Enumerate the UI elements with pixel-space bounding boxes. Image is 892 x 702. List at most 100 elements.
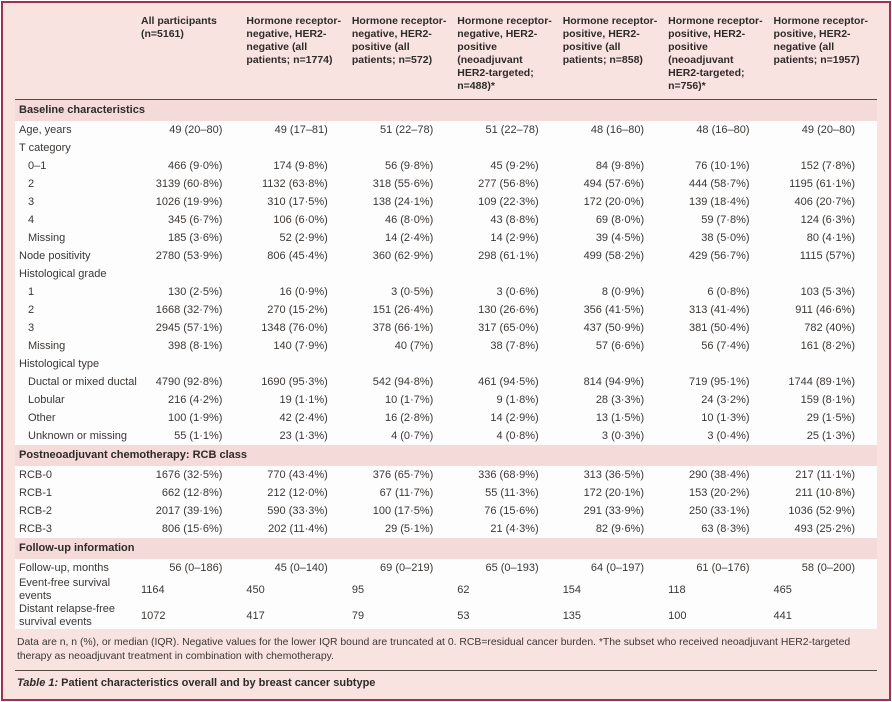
table-row: Missing 185 (3·6%) 52 (2·9%) 14 (2·4%) 14 (2… (15, 229, 877, 247)
table-cell (666, 265, 772, 283)
table-cell (244, 265, 350, 283)
row-label: Lobular (15, 391, 139, 409)
section-header-label: Baseline characteristics (15, 99, 877, 121)
row-label: Age, years (15, 121, 139, 139)
table-cell: 14 (2·9%) (455, 229, 561, 247)
table-cell: 152 (7·8%) (771, 157, 877, 175)
table-cell: 466 (9·0%) (139, 157, 245, 175)
table-cell: 1676 (32·5%) (139, 466, 245, 484)
table-cell: 542 (94·8%) (349, 373, 456, 391)
table-row: Follow-up, months 56 (0–186) 45 (0–140) 69 … (15, 559, 877, 577)
table-cell: 3 (0·6%) (455, 283, 561, 301)
table-cell (666, 355, 772, 373)
table-cell: 493 (25·2%) (771, 520, 877, 538)
table-cell: 56 (0–186) (139, 559, 245, 577)
table-cell: 2780 (53·9%) (139, 247, 245, 265)
row-label: 1 (15, 283, 139, 301)
table-cell: 13 (1·5%) (560, 409, 667, 427)
table-cell: 49 (17–81) (244, 121, 350, 139)
table-cell: 16 (0·9%) (244, 283, 350, 301)
table-row: Event-free survival events 1164 450 95 62 154… (15, 577, 877, 603)
table-cell: 14 (2·4%) (349, 229, 456, 247)
section-header-row: Postneoadjuvant chemotherapy: RCB class (15, 445, 877, 466)
table-cell (771, 355, 877, 373)
table-cell: 172 (20·1%) (560, 484, 667, 502)
table-row: 1 130 (2·5%) 16 (0·9%) 3 (0·5%) 3 (0·6%) 8 (0… (15, 283, 877, 301)
table-row: Age, years 49 (20–80) 49 (17–81) 51 (22–78)… (15, 121, 877, 139)
section-header-row: Follow-up information (15, 538, 877, 559)
table-cell: 56 (7·4%) (666, 337, 772, 355)
table-cell: 250 (33·1%) (666, 502, 772, 520)
column-header: Hormone receptor-negative, HER2-positive… (349, 11, 456, 100)
row-label: Distant relapse-free survival events (15, 603, 139, 629)
table-cell (771, 265, 877, 283)
table-cell: 4 (0·7%) (349, 427, 456, 445)
table-cell: 8 (0·9%) (560, 283, 667, 301)
table-cell: 3 (0·4%) (666, 427, 772, 445)
row-label: 4 (15, 211, 139, 229)
table-cell: 277 (56·8%) (455, 175, 561, 193)
table-row: RCB-2 2017 (39·1%) 590 (33·3%) 100 (17·5%) 7… (15, 502, 877, 520)
table-row: 0–1 466 (9·0%) 174 (9·8%) 56 (9·8%) 45 (9·2%… (15, 157, 877, 175)
table-cell: 1115 (57%) (771, 247, 877, 265)
table-cell: 109 (22·3%) (455, 193, 561, 211)
column-header: Hormone receptor-positive, HER2-negative… (771, 11, 877, 100)
row-label: Unknown or missing (15, 427, 139, 445)
table-cell: 69 (0–219) (349, 559, 456, 577)
column-header: Hormone receptor-positive, HER2-positive… (666, 11, 772, 100)
table-cell: 441 (771, 603, 877, 629)
row-label: Ductal or mixed ductal (15, 373, 139, 391)
table-cell: 465 (771, 577, 877, 603)
table-cell: 56 (9·8%) (349, 157, 456, 175)
table-row: RCB-1 662 (12·8%) 212 (12·0%) 67 (11·7%) 55 … (15, 484, 877, 502)
table-row: Ductal or mixed ductal 4790 (92·8%) 1690 (… (15, 373, 877, 391)
table-cell: 662 (12·8%) (139, 484, 245, 502)
table-caption-title: Patient characteristics overall and by b… (61, 677, 376, 689)
table-cell: 313 (41·4%) (666, 301, 772, 319)
table-cell: 57 (6·6%) (560, 337, 667, 355)
table-row: 2 1668 (32·7%) 270 (15·2%) 151 (26·4%) 130 (… (15, 301, 877, 319)
column-header-row: All participants (n=5161) Hormone recepto… (15, 11, 877, 100)
table-cell: 4790 (92·8%) (139, 373, 245, 391)
row-label: Other (15, 409, 139, 427)
table-cell: 45 (9·2%) (455, 157, 561, 175)
table-row: Distant relapse-free survival events 1072… (15, 603, 877, 629)
table-cell: 67 (11·7%) (349, 484, 456, 502)
table-row: Other 100 (1·9%) 42 (2·4%) 16 (2·8%) 14 (2·9… (15, 409, 877, 427)
table-cell (560, 265, 667, 283)
column-header: Hormone receptor-positive, HER2-positive… (560, 11, 667, 100)
table-cell: 336 (68·9%) (455, 466, 561, 484)
table-cell: 69 (8·0%) (560, 211, 667, 229)
table-cell: 59 (7·8%) (666, 211, 772, 229)
table-cell: 64 (0–197) (560, 559, 667, 577)
table-cell: 49 (20–80) (771, 121, 877, 139)
table-cell: 43 (8·8%) (455, 211, 561, 229)
table-cell: 106 (6·0%) (244, 211, 350, 229)
table-cell: 84 (9·8%) (560, 157, 667, 175)
table-cell: 80 (4·1%) (771, 229, 877, 247)
table-cell: 406 (20·7%) (771, 193, 877, 211)
table-row: Histological grade (15, 265, 877, 283)
table-cell: 138 (24·1%) (349, 193, 456, 211)
table-cell: 1036 (52·9%) (771, 502, 877, 520)
table-cell: 63 (8·3%) (666, 520, 772, 538)
table-cell: 6 (0·8%) (666, 283, 772, 301)
row-label: RCB-0 (15, 466, 139, 484)
table-row: 3 2945 (57·1%) 1348 (76·0%) 378 (66·1%) 317 … (15, 319, 877, 337)
table-cell: 1195 (61·1%) (771, 175, 877, 193)
table-cell: 100 (666, 603, 772, 629)
row-label: Event-free survival events (15, 577, 139, 603)
table-cell: 3139 (60·8%) (139, 175, 245, 193)
table-cell: 51 (22–78) (349, 121, 456, 139)
table-cell: 139 (18·4%) (666, 193, 772, 211)
table-row: Missing 398 (8·1%) 140 (7·9%) 40 (7%) 38 (7·… (15, 337, 877, 355)
table-cell: 360 (62·9%) (349, 247, 456, 265)
table-cell: 313 (36·5%) (560, 466, 667, 484)
table-cell: 806 (45·4%) (244, 247, 350, 265)
table-cell: 154 (560, 577, 667, 603)
table-cell (244, 355, 350, 373)
table-cell: 356 (41·5%) (560, 301, 667, 319)
table-row: RCB-3 806 (15·6%) 202 (11·4%) 29 (5·1%) 21 (… (15, 520, 877, 538)
table-cell: 95 (349, 577, 456, 603)
table-cell: 202 (11·4%) (244, 520, 350, 538)
